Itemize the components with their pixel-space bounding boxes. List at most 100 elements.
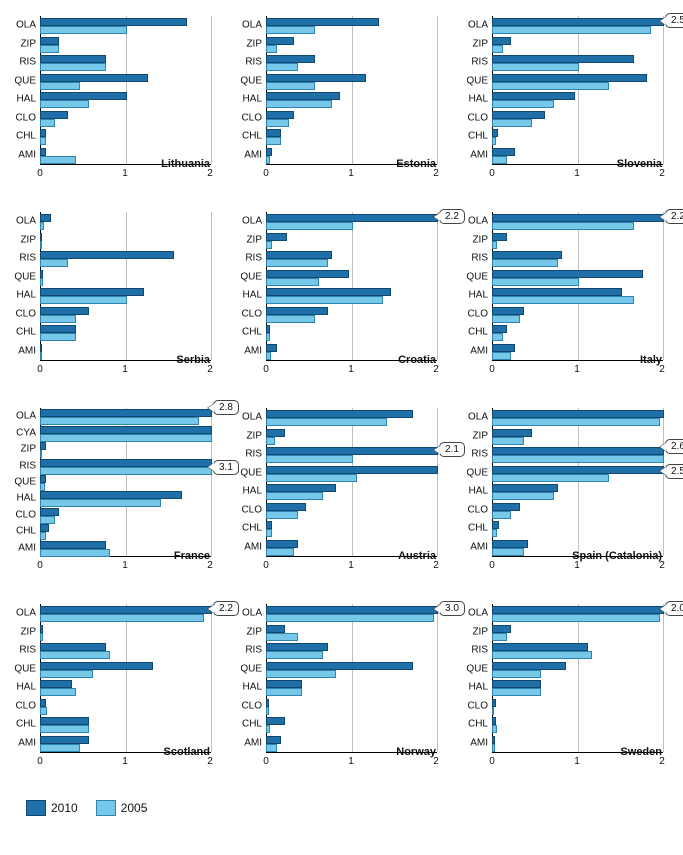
y-tick-label: CHL	[16, 719, 36, 730]
y-tick-label: AMI	[470, 345, 488, 356]
bar-y2005	[266, 333, 270, 341]
bar-y2005	[492, 744, 495, 752]
bar-y2005	[40, 259, 68, 267]
panel-title: Slovenia	[617, 158, 662, 170]
y-tick-label: CHL	[16, 526, 36, 537]
panel-title: Serbia	[176, 354, 210, 366]
bar-y2005	[266, 492, 323, 500]
y-tick-label: OLA	[242, 412, 262, 423]
bar-y2010	[492, 662, 566, 670]
bar-y2010	[266, 344, 277, 352]
y-tick-label: CLO	[241, 700, 262, 711]
y-tick-label: QUE	[466, 75, 488, 86]
bar-y2005	[40, 417, 199, 425]
panel-austria: 012OLAZIPRISQUEHALCLOCHLAMI2.1Austria	[234, 400, 442, 590]
y-tick-label: QUE	[466, 271, 488, 282]
bar-y2010	[492, 717, 496, 725]
grid-x	[211, 212, 212, 360]
y-tick-label: RIS	[245, 645, 262, 656]
y-tick-label: OLA	[16, 20, 36, 31]
bar-y2005	[40, 296, 127, 304]
bar-y2010	[492, 307, 524, 315]
x-tick-label: 0	[489, 364, 495, 375]
bar-y2010	[40, 409, 212, 417]
bar-y2010	[40, 625, 43, 633]
bar-y2010	[266, 55, 315, 63]
x-tick-label: 1	[122, 560, 128, 571]
panel-title: Lithuania	[161, 158, 210, 170]
bar-y2010	[492, 270, 643, 278]
y-tick-label: CLO	[15, 308, 36, 319]
bar-y2005	[40, 614, 204, 622]
bar-y2005	[266, 474, 357, 482]
panel-sweden: 012OLAZIPRISQUEHALCLOCHLAMI2.0Sweden	[460, 596, 668, 786]
bar-y2010	[40, 148, 46, 156]
bar-y2010	[492, 521, 499, 529]
y-tick-label: HAL	[243, 486, 262, 497]
bar-y2005	[40, 119, 55, 127]
bar-y2005	[266, 259, 328, 267]
y-tick-label: CHL	[468, 327, 488, 338]
x-tick-label: 0	[37, 168, 43, 179]
bar-y2010	[266, 736, 281, 744]
y-tick-label: ZIP	[472, 626, 488, 637]
y-tick-label: AMI	[18, 737, 36, 748]
bar-y2005	[266, 688, 302, 696]
bar-y2005	[492, 156, 507, 164]
bar-y2005	[40, 100, 89, 108]
y-tick-label: OLA	[242, 216, 262, 227]
bar-y2005	[40, 45, 59, 53]
y-tick-label: CHL	[16, 327, 36, 338]
x-tick-label: 0	[37, 364, 43, 375]
grid-x	[211, 16, 212, 164]
callout-tail	[208, 463, 214, 471]
bar-y2010	[40, 475, 46, 483]
x-tick-label: 1	[122, 756, 128, 767]
bar-y2005	[40, 549, 110, 557]
y-tick-label: AMI	[18, 345, 36, 356]
y-tick-label: CLO	[241, 308, 262, 319]
callout-tail	[434, 605, 440, 613]
grid-x	[437, 604, 438, 752]
y-tick-label: ZIP	[20, 626, 36, 637]
y-tick-label: AMI	[470, 737, 488, 748]
bar-y2010	[40, 325, 76, 333]
legend-label: 2005	[121, 801, 148, 815]
bar-y2010	[266, 233, 287, 241]
grid-x	[352, 604, 353, 752]
bar-y2010	[266, 270, 349, 278]
y-tick-label: RIS	[471, 253, 488, 264]
y-tick-label: AMI	[470, 541, 488, 552]
panel-estonia: 012OLAZIPRISQUEHALCLOCHLAMIEstonia	[234, 8, 442, 198]
bar-y2010	[266, 410, 413, 418]
bar-y2005	[40, 222, 44, 230]
bar-y2010	[40, 307, 89, 315]
panel-italy: 012OLAZIPRISQUEHALCLOCHLAMI2.2Italy	[460, 204, 668, 394]
legend-swatch	[26, 800, 46, 816]
y-tick-label: RIS	[471, 645, 488, 656]
bar-y2005	[492, 418, 660, 426]
y-tick-label: AMI	[244, 149, 262, 160]
y-tick-label: HAL	[469, 486, 488, 497]
bar-y2005	[492, 45, 503, 53]
bar-y2010	[266, 92, 340, 100]
bar-y2005	[492, 529, 497, 537]
y-tick-label: ZIP	[20, 38, 36, 49]
bar-y2005	[40, 352, 42, 360]
bar-y2010	[40, 524, 49, 532]
bar-y2010	[492, 18, 664, 26]
bar-y2010	[492, 55, 634, 63]
y-tick-label: CHL	[16, 131, 36, 142]
y-tick-label: QUE	[14, 477, 36, 488]
bar-y2005	[492, 100, 554, 108]
y-tick-label: QUE	[240, 663, 262, 674]
bar-y2010	[40, 18, 187, 26]
overflow-callout: 2.5	[665, 13, 683, 28]
bar-y2010	[266, 18, 379, 26]
bar-y2010	[266, 214, 438, 222]
bar-y2005	[266, 63, 298, 71]
panel-spain-catalonia-: 012OLAZIPRISQUEHALCLOCHLAMI2.62.5Spain (…	[460, 400, 668, 590]
bar-y2005	[492, 63, 579, 71]
y-tick-label: CHL	[468, 719, 488, 730]
grid-x	[663, 408, 664, 556]
